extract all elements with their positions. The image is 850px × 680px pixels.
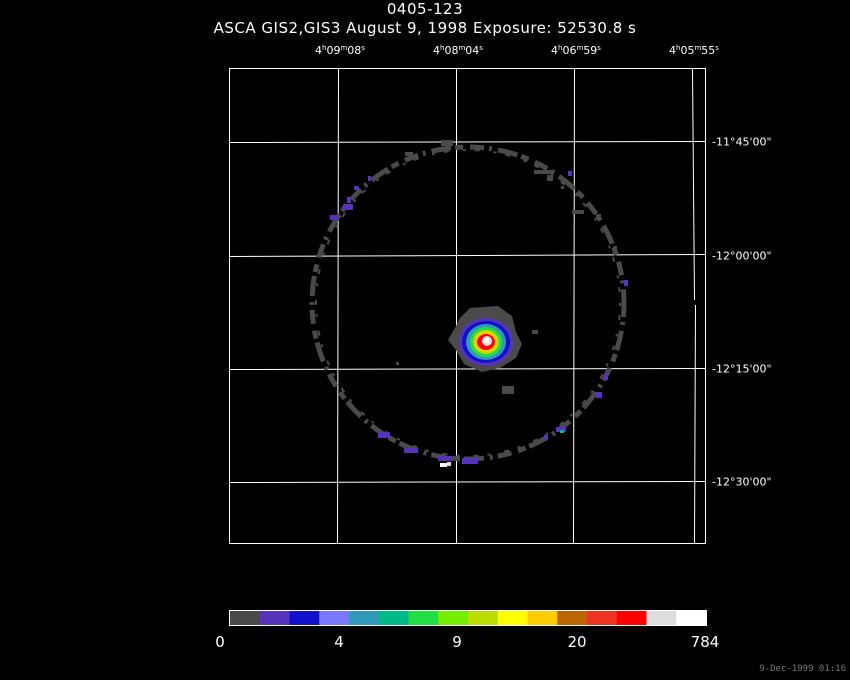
colorbar-label-max: 784	[690, 633, 720, 651]
colorbar-label-3: 9	[452, 633, 462, 651]
colorbar-swatch	[616, 611, 647, 625]
observation-subtitle: ASCA GIS2,GIS3 August 9, 1998 Exposure: …	[213, 19, 637, 37]
edge-emission	[330, 171, 628, 464]
coordinate-grid	[229, 68, 707, 544]
xray-source	[448, 306, 522, 372]
colorbar-swatch	[527, 611, 558, 625]
colorbar-swatch	[408, 611, 439, 625]
dec-label-1: -11°45'00"	[712, 135, 772, 149]
detector-ring	[309, 144, 627, 462]
ra-label-4: 4h05m55s	[669, 44, 719, 57]
colorbar-label-2: 4	[334, 633, 344, 651]
colorbar-swatch	[289, 611, 320, 625]
dec-label-3: -12°15'00"	[712, 362, 772, 376]
image-frame	[229, 68, 706, 544]
colorbar-swatch	[676, 611, 707, 625]
colorbar-label-min: 0	[215, 633, 225, 651]
colorbar-swatch	[646, 611, 677, 625]
ra-label-1: 4h09m08s	[315, 44, 365, 57]
colorbar-border	[229, 610, 707, 626]
colorbar-swatch	[378, 611, 409, 625]
object-title: 0405-123	[386, 0, 464, 18]
colorbar-label-4: 20	[567, 633, 587, 651]
ra-label-2: 4h08m04s	[433, 44, 483, 57]
dec-label-4: -12°30'00"	[712, 475, 772, 489]
colorbar-swatch	[587, 611, 618, 625]
edge-hotspots	[440, 430, 564, 467]
timestamp: 9-Dec-1999 01:16	[759, 664, 846, 674]
colorbar-swatch	[468, 611, 499, 625]
background-speckles	[396, 140, 617, 394]
ra-label-3: 4h06m59s	[551, 44, 601, 57]
color-scale-bar	[229, 610, 707, 626]
colorbar-swatch	[319, 611, 350, 625]
colorbar-swatch	[349, 611, 380, 625]
colorbar-swatch	[438, 611, 469, 625]
colorbar-swatch	[259, 611, 290, 625]
colorbar-swatch	[230, 611, 261, 625]
colorbar-swatch	[497, 611, 528, 625]
dec-label-2: -12°00'00"	[712, 249, 772, 263]
colorbar-swatch	[557, 611, 588, 625]
